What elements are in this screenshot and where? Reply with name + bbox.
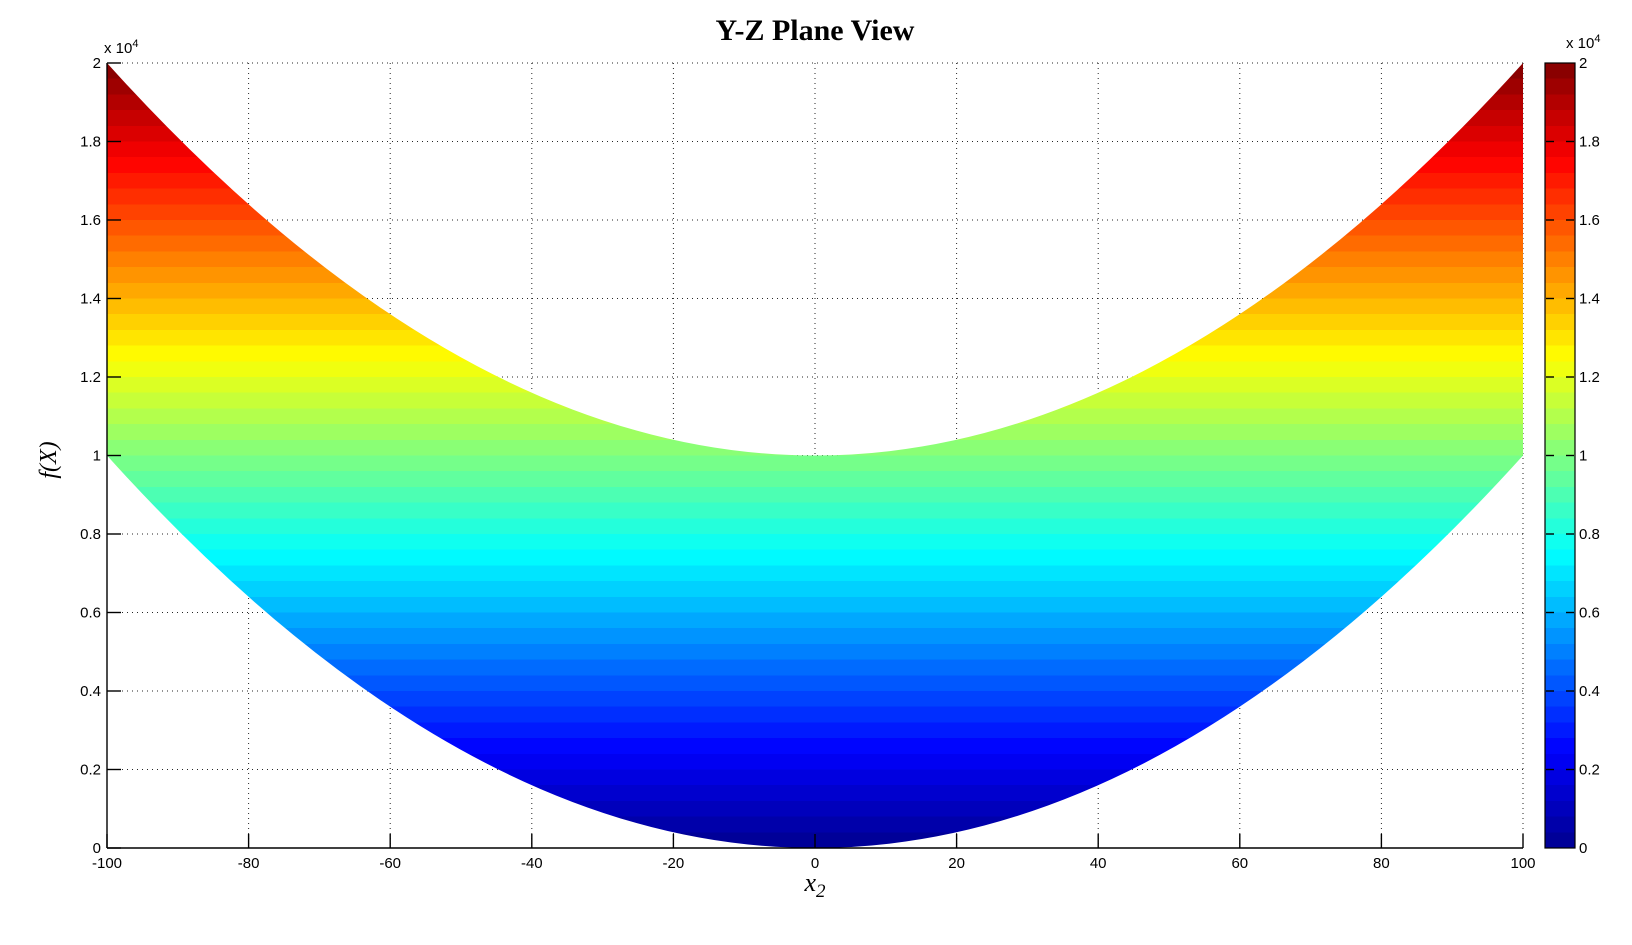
y-tick-label: 0.8 [80,526,101,543]
x-tick-label: -20 [663,855,685,872]
colorbar-tick-label: 1.8 [1579,134,1600,151]
x-tick-label: 60 [1231,855,1248,872]
colorbar-tick-label: 1 [1579,448,1587,465]
x-tick-label: -80 [238,855,260,872]
y-axis-label-text: f(X) [36,441,62,479]
y-tick-label: 2 [93,55,101,72]
chart-title: Y-Z Plane View [715,14,915,47]
x-tick-label: -60 [379,855,401,872]
tick-marks [106,62,1524,849]
y-axis-scale-exponent: 4 [132,38,139,50]
x-tick-label: -100 [92,855,122,872]
colorbar-tick-label: 2 [1579,55,1587,72]
colorbar-tick-label: 1.6 [1579,212,1600,229]
colorbar-scale-prefix: x 10 [1566,35,1595,52]
colorbar-tick-label: 0.2 [1579,762,1600,779]
y-tick-label: 1 [93,448,101,465]
y-tick-label: 0 [93,840,101,857]
y-tick-label: 0.6 [80,605,101,622]
colorbar-tick-label: 0.8 [1579,526,1600,543]
colorbar-scale-label: x 104 [1566,33,1600,52]
surface-projection-region [107,63,1523,848]
colorbar-tick-label: 0.6 [1579,605,1600,622]
y-tick-label: 1.8 [80,134,101,151]
x-axis-label-subscript: 2 [816,881,826,903]
colorbar-tick-label: 1.2 [1579,369,1600,386]
x-tick-labels: -100 -80 -60 -40 -20 0 20 40 60 80 100 [92,855,1536,872]
x-tick-label: 20 [948,855,965,872]
x-axis-label-base: x [804,868,817,897]
y-tick-label: 1.6 [80,212,101,229]
colorbar-tick-labels: 0 0.2 0.4 0.6 0.8 1 1.2 1.4 1.6 1.8 2 [1579,55,1600,857]
y-tick-label: 1.2 [80,369,101,386]
y-axis-scale-prefix: x 10 [104,40,133,57]
colorbar-scale-exponent: 4 [1594,33,1601,45]
y-axis-scale-label: x 104 [104,38,138,57]
x-tick-label: 100 [1510,855,1535,872]
colorbar-tick-label: 0 [1579,840,1587,857]
parabolic-band [107,63,1523,848]
x-tick-label: 0 [811,855,819,872]
y-tick-label: 0.4 [80,683,101,700]
y-tick-label: 1.4 [80,291,101,308]
colorbar [1544,62,1576,849]
colorbar-tick-label: 0.4 [1579,683,1600,700]
y-tick-label: 0.2 [80,762,101,779]
x-tick-label: 40 [1090,855,1107,872]
y-tick-labels: 0 0.2 0.4 0.6 0.8 1 1.2 1.4 1.6 1.8 2 [80,55,101,857]
x-tick-label: -40 [521,855,543,872]
y-axis-label: f(X) [36,400,66,520]
x-tick-label: 80 [1373,855,1390,872]
x-axis-label: x2 [107,868,1523,903]
colorbar-tick-label: 1.4 [1579,291,1600,308]
